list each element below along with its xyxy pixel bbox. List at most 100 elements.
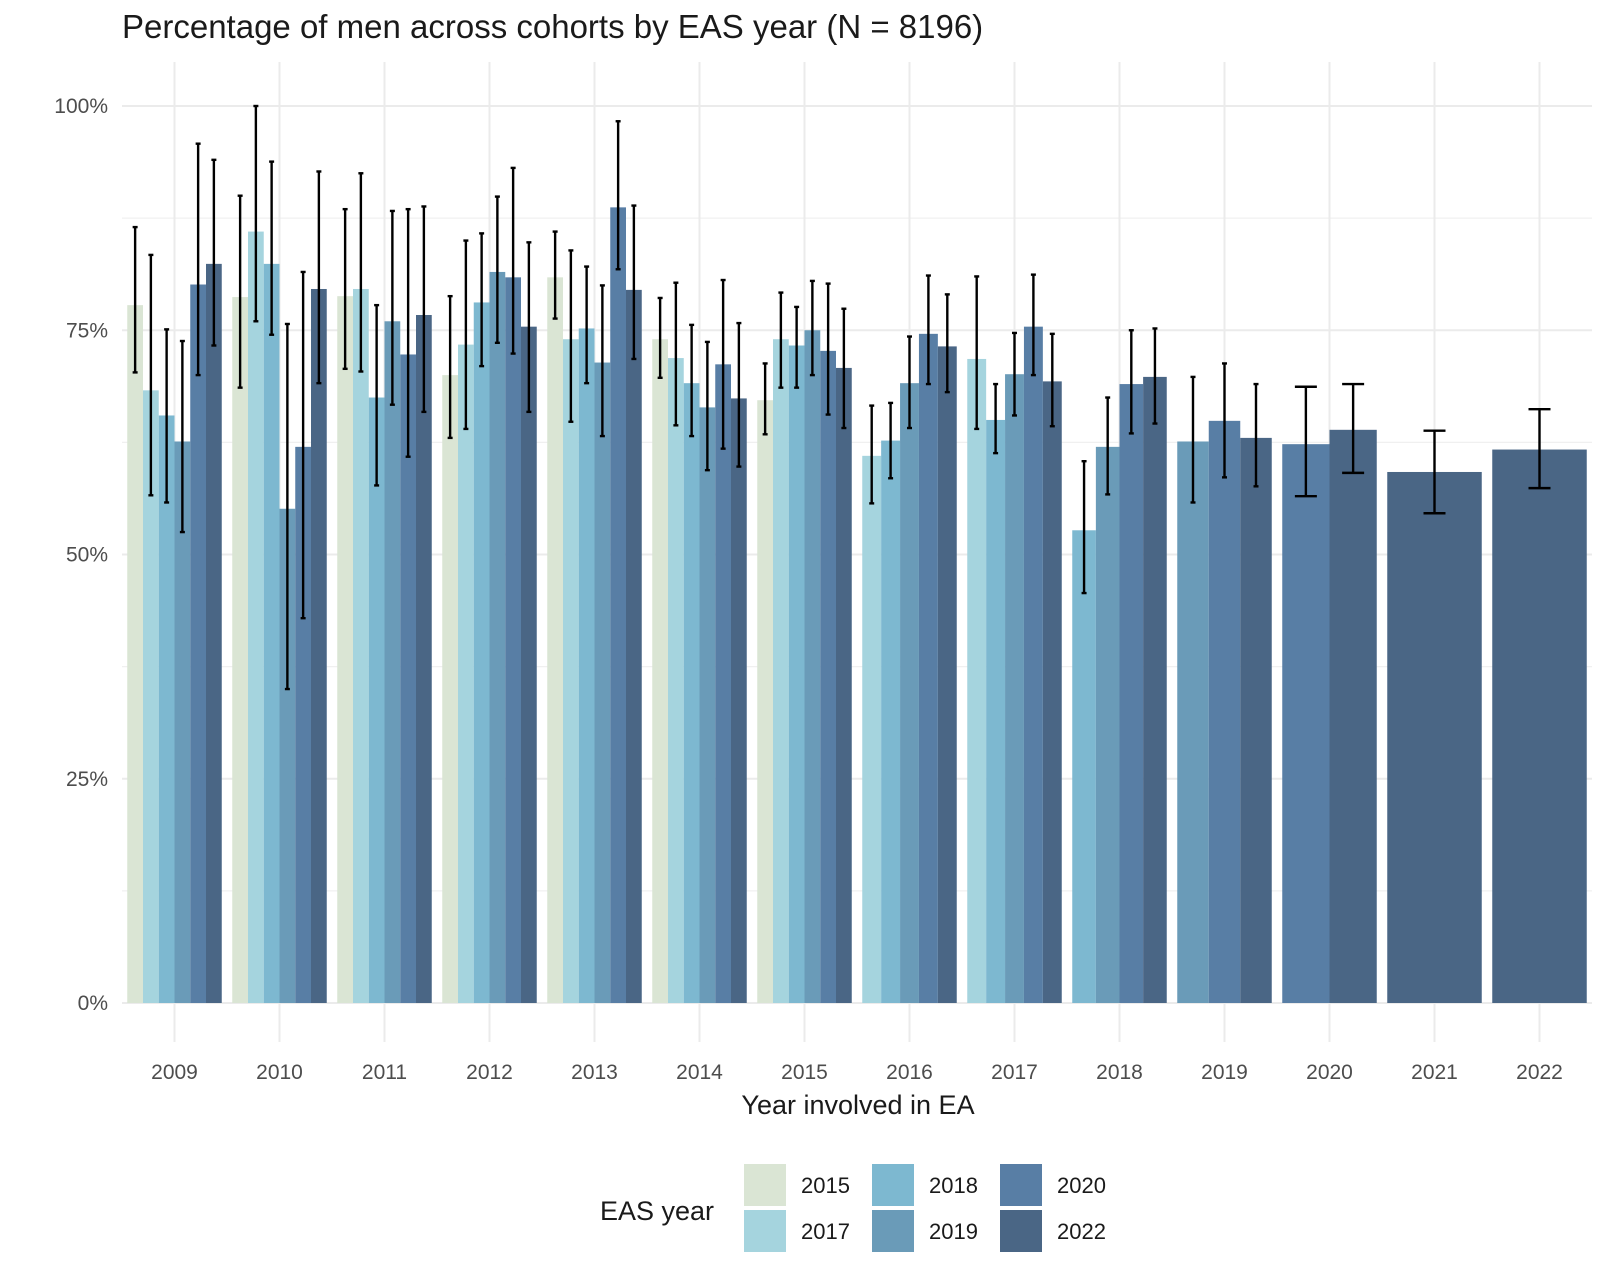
bar-2010-eas-2022 bbox=[311, 288, 327, 1003]
x-tick-label: 2009 bbox=[151, 1061, 198, 1084]
errorbar-2010-eas-2022 bbox=[316, 170, 322, 385]
bar-2014-eas-2020 bbox=[715, 364, 731, 1003]
bar-2015-eas-2020 bbox=[820, 350, 836, 1004]
errorbar-2010-eas-2015 bbox=[237, 194, 243, 389]
errorbar-2011-eas-2022 bbox=[421, 205, 427, 414]
bar-2009-eas-2020 bbox=[190, 284, 206, 1003]
legend-swatch bbox=[1000, 1210, 1042, 1252]
errorbar-2009-eas-2015 bbox=[132, 225, 138, 374]
bar-2012-eas-2017 bbox=[458, 344, 474, 1003]
legend-label: 2015 bbox=[801, 1173, 850, 1198]
legend-label: 2018 bbox=[929, 1173, 978, 1198]
legend-label: 2022 bbox=[1057, 1219, 1106, 1244]
bar-2020-eas-2020 bbox=[1282, 444, 1330, 1003]
errorbar-2016-eas-2020 bbox=[925, 274, 931, 386]
legend-title: EAS year bbox=[600, 1196, 714, 1226]
errorbar-2012-eas-2015 bbox=[447, 294, 453, 440]
errorbar-2013-eas-2019 bbox=[599, 284, 605, 438]
errorbar-2017-eas-2022 bbox=[1049, 332, 1055, 428]
legend-items: 2015 2017 2018 2019 2020 2022 bbox=[744, 1164, 1106, 1252]
bar-2013-eas-2015 bbox=[547, 277, 563, 1003]
x-tick-label: 2020 bbox=[1306, 1061, 1353, 1084]
y-tick-label: 0% bbox=[78, 992, 108, 1015]
bar-2011-eas-2020 bbox=[400, 354, 416, 1003]
errorbar-layer bbox=[132, 104, 1551, 691]
bar-2012-eas-2019 bbox=[489, 271, 506, 1003]
bar-2021-eas-2022 bbox=[1387, 471, 1482, 1003]
errorbar-2014-eas-2019 bbox=[704, 340, 710, 472]
errorbar-2014-eas-2017 bbox=[673, 281, 679, 427]
bar-2009-eas-2017 bbox=[143, 390, 159, 1003]
errorbar-2017-eas-2020 bbox=[1030, 273, 1036, 377]
errorbar-2010-eas-2020 bbox=[300, 270, 306, 620]
bar-2013-eas-2018 bbox=[578, 328, 595, 1003]
bar-2014-eas-2018 bbox=[683, 383, 700, 1004]
x-tick-label: 2012 bbox=[466, 1061, 513, 1084]
errorbar-2011-eas-2015 bbox=[342, 207, 348, 371]
bar-2017-eas-2018 bbox=[986, 419, 1006, 1003]
bar-2009-eas-2019 bbox=[174, 441, 191, 1003]
bar-2011-eas-2018 bbox=[368, 397, 385, 1003]
bar-2018-eas-2018 bbox=[1072, 530, 1096, 1003]
bar-2016-eas-2017 bbox=[862, 455, 882, 1004]
errorbar-2018-eas-2020 bbox=[1128, 329, 1134, 435]
errorbar-2015-eas-2019 bbox=[809, 279, 815, 377]
errorbar-2018-eas-2018 bbox=[1081, 460, 1087, 595]
errorbar-2016-eas-2022 bbox=[944, 293, 950, 394]
bar-2019-eas-2020 bbox=[1208, 420, 1241, 1003]
errorbar-2011-eas-2018 bbox=[374, 303, 380, 487]
bar-2019-eas-2019 bbox=[1177, 441, 1209, 1003]
bar-2016-eas-2019 bbox=[900, 383, 919, 1004]
x-axis-title: Year involved in EA bbox=[741, 1090, 974, 1120]
bar-2010-eas-2020 bbox=[295, 446, 311, 1003]
errorbar-2010-eas-2018 bbox=[269, 160, 275, 336]
errorbar-2019-eas-2020 bbox=[1222, 362, 1227, 479]
errorbar-2016-eas-2017 bbox=[869, 404, 875, 505]
errorbar-2014-eas-2018 bbox=[689, 323, 695, 438]
legend-item-2015: 2015 bbox=[744, 1164, 850, 1206]
bar-2012-eas-2015 bbox=[442, 375, 458, 1004]
legend-item-2017: 2017 bbox=[744, 1210, 850, 1252]
errorbar-2020-eas-2022 bbox=[1342, 382, 1365, 475]
bar-2011-eas-2019 bbox=[384, 321, 401, 1003]
bar-2018-eas-2020 bbox=[1119, 384, 1144, 1003]
x-tick-label: 2015 bbox=[781, 1061, 828, 1084]
bar-2009-eas-2015 bbox=[127, 305, 143, 1003]
errorbar-2013-eas-2015 bbox=[552, 230, 558, 320]
errorbar-2021-eas-2022 bbox=[1423, 429, 1446, 515]
x-tick-label: 2010 bbox=[256, 1061, 303, 1084]
bar-2013-eas-2019 bbox=[594, 362, 611, 1003]
legend-swatch bbox=[872, 1210, 914, 1252]
x-tick-label: 2014 bbox=[676, 1061, 723, 1084]
bar-2012-eas-2018 bbox=[473, 302, 490, 1003]
errorbar-2010-eas-2017 bbox=[253, 104, 259, 323]
bar-2013-eas-2020 bbox=[610, 207, 626, 1004]
errorbar-2019-eas-2019 bbox=[1190, 375, 1196, 504]
errorbar-2015-eas-2018 bbox=[794, 305, 800, 389]
x-tick-label: 2017 bbox=[991, 1061, 1038, 1084]
bar-2015-eas-2018 bbox=[788, 345, 805, 1003]
errorbar-2015-eas-2015 bbox=[762, 362, 768, 436]
errorbar-2009-eas-2020 bbox=[195, 142, 201, 377]
bar-2013-eas-2022 bbox=[626, 289, 642, 1003]
errorbar-2011-eas-2019 bbox=[389, 209, 395, 406]
bar-2011-eas-2022 bbox=[416, 315, 432, 1004]
errorbar-2017-eas-2018 bbox=[993, 382, 999, 455]
errorbar-2013-eas-2018 bbox=[584, 265, 590, 385]
legend-swatch bbox=[1000, 1164, 1042, 1206]
x-tick-label: 2022 bbox=[1516, 1061, 1563, 1084]
bar-2014-eas-2019 bbox=[699, 407, 716, 1004]
bar-2013-eas-2017 bbox=[563, 339, 579, 1004]
errorbar-2013-eas-2017 bbox=[568, 249, 574, 423]
errorbar-2012-eas-2017 bbox=[463, 239, 469, 431]
bar-2020-eas-2022 bbox=[1329, 429, 1377, 1003]
errorbar-2022-eas-2022 bbox=[1528, 407, 1551, 490]
bar-2018-eas-2022 bbox=[1143, 376, 1167, 1003]
bar-2017-eas-2019 bbox=[1005, 374, 1024, 1003]
bar-2011-eas-2017 bbox=[353, 288, 369, 1003]
y-tick-label: 75% bbox=[66, 319, 108, 342]
legend-label: 2019 bbox=[929, 1219, 978, 1244]
bar-2019-eas-2022 bbox=[1240, 437, 1272, 1003]
bar-2017-eas-2017 bbox=[967, 358, 987, 1004]
